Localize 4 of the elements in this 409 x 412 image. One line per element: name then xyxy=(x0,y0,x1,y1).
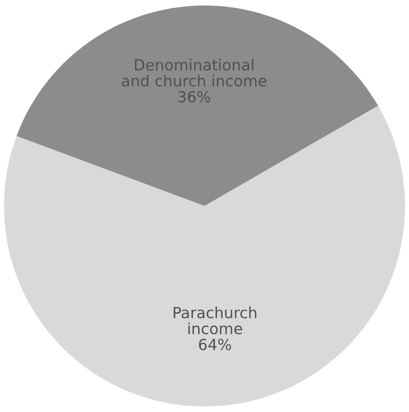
data-label: 36% xyxy=(178,90,210,103)
slice-label: Parachurch income xyxy=(174,306,256,334)
slice-label: Denominational and church income xyxy=(122,58,266,87)
data-label: 64% xyxy=(198,338,232,350)
